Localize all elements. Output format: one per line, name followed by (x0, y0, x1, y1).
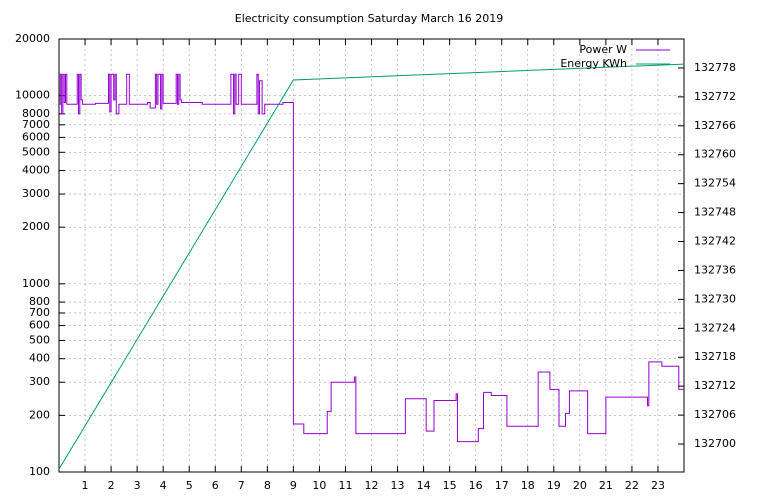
x-tick-label: 1 (82, 479, 89, 492)
y-tick-label: 700 (29, 306, 50, 319)
y-tick-label: 100 (29, 465, 50, 478)
x-tick-label: 8 (264, 479, 271, 492)
plot-border (58, 38, 685, 473)
y2-tick-label: 132760 (694, 148, 736, 161)
x-tick-label: 21 (599, 479, 613, 492)
x-tick-label: 23 (651, 479, 665, 492)
y-tick-label: 5000 (22, 145, 50, 158)
x-tick-label: 13 (391, 479, 405, 492)
y2-tick-label: 132742 (694, 235, 736, 248)
x-tick-label: 16 (469, 479, 483, 492)
x-tick-label: 19 (547, 479, 561, 492)
x-tick-label: 15 (443, 479, 457, 492)
y-tick-label: 8000 (22, 107, 50, 120)
y-tick-label: 4000 (22, 164, 50, 177)
series-line (59, 73, 684, 443)
y2-tick-label: 132772 (694, 90, 736, 103)
x-tick-label: 2 (108, 479, 115, 492)
x-tick-label: 5 (186, 479, 193, 492)
x-tick-label: 17 (495, 479, 509, 492)
x-tick-label: 10 (312, 479, 326, 492)
y2-tick-label: 132700 (694, 437, 736, 450)
chart-title: Electricity consumption Saturday March 1… (235, 12, 503, 25)
x-tick-label: 14 (417, 479, 431, 492)
y2-tick-label: 132766 (694, 119, 736, 132)
y-tick-label: 2000 (22, 220, 50, 233)
y2-tick-label: 132712 (694, 379, 736, 392)
y-tick-label: 20000 (15, 32, 50, 45)
x-tick-label: 18 (521, 479, 535, 492)
y2-tick-label: 132754 (694, 177, 736, 190)
y2-tick-label: 132718 (694, 350, 736, 363)
y-tick-label: 200 (29, 408, 50, 421)
y-tick-label: 3000 (22, 187, 50, 200)
x-tick-label: 6 (212, 479, 219, 492)
y-tick-label: 10000 (15, 89, 50, 102)
x-tick-label: 20 (573, 479, 587, 492)
x-tick-label: 12 (365, 479, 379, 492)
legend-label: Power W (579, 43, 627, 56)
x-tick-label: 9 (290, 479, 297, 492)
y-tick-label: 600 (29, 319, 50, 332)
y-tick-label: 300 (29, 375, 50, 388)
legend-label: Energy KWh (560, 57, 627, 70)
y-tick-label: 400 (29, 352, 50, 365)
x-tick-label: 7 (238, 479, 245, 492)
y2-tick-label: 132730 (694, 292, 736, 305)
y2-tick-label: 132724 (694, 321, 736, 334)
y-tick-label: 500 (29, 333, 50, 346)
y-tick-label: 7000 (22, 118, 50, 131)
y2-tick-label: 132706 (694, 408, 736, 421)
x-tick-label: 11 (338, 479, 352, 492)
x-tick-label: 4 (160, 479, 167, 492)
x-tick-label: 3 (134, 479, 141, 492)
y-tick-label: 1000 (22, 277, 50, 290)
x-tick-label: 22 (625, 479, 639, 492)
y2-tick-label: 132778 (694, 61, 736, 74)
y2-tick-label: 132748 (694, 206, 736, 219)
y-tick-label: 6000 (22, 130, 50, 143)
series-line (58, 63, 685, 470)
y2-tick-label: 132736 (694, 263, 736, 276)
y-tick-label: 800 (29, 295, 50, 308)
